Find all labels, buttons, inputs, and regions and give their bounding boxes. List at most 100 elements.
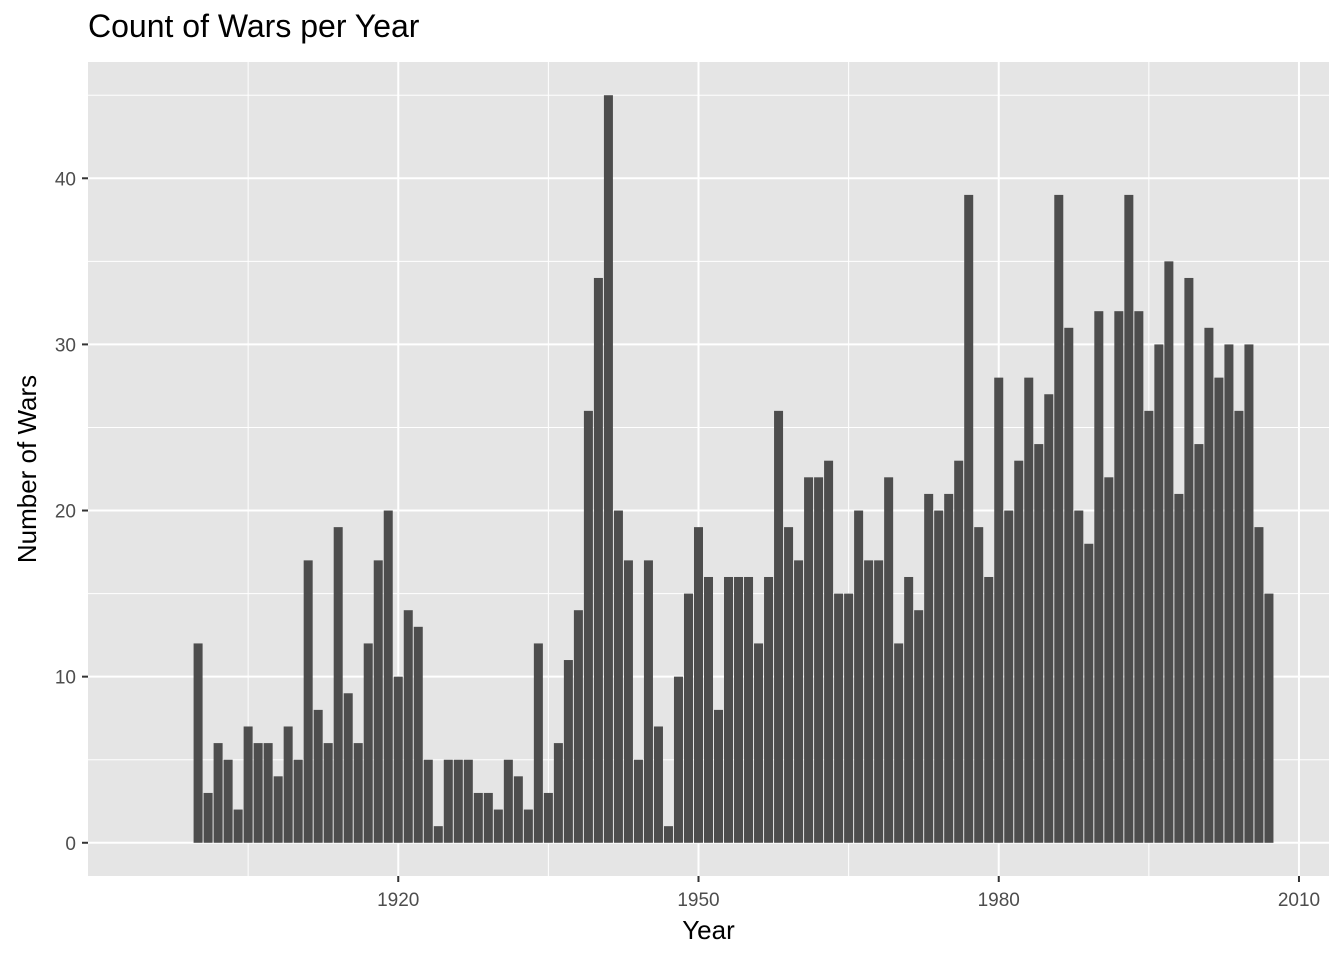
bar-1909 xyxy=(283,726,293,843)
bar-1972 xyxy=(914,610,924,843)
bar-1939 xyxy=(583,410,593,843)
bar-1952 xyxy=(714,709,724,843)
bar-1907 xyxy=(263,743,273,843)
bar-1989 xyxy=(1084,543,1094,843)
bar-1975 xyxy=(944,493,954,843)
bar-1941 xyxy=(603,95,613,843)
bar-1901 xyxy=(203,792,213,843)
bar-1988 xyxy=(1074,510,1084,843)
bar-1933 xyxy=(523,809,533,843)
bar-1937 xyxy=(563,660,573,843)
x-tick-label: 1920 xyxy=(377,890,419,911)
bar-1943 xyxy=(623,560,633,843)
y-tick-label: 10 xyxy=(55,668,76,689)
bar-1928 xyxy=(473,792,483,843)
bar-1926 xyxy=(453,759,463,843)
bar-1929 xyxy=(483,792,493,843)
bar-1981 xyxy=(1004,510,1014,843)
bar-1955 xyxy=(744,576,754,843)
bar-1976 xyxy=(954,460,964,843)
bar-1905 xyxy=(243,726,253,843)
bar-1969 xyxy=(884,477,894,843)
bar-1994 xyxy=(1134,311,1144,843)
bar-1949 xyxy=(683,593,693,843)
bar-1957 xyxy=(764,576,774,843)
y-axis-ticks: 0 10 20 30 40 xyxy=(55,169,88,855)
x-axis-ticks: 1920 1950 1980 2010 xyxy=(377,876,1320,911)
bar-1993 xyxy=(1124,194,1134,843)
bar-1915 xyxy=(343,693,353,843)
bar-1973 xyxy=(924,493,934,843)
bar-1998 xyxy=(1174,493,1184,843)
bar-1924 xyxy=(433,826,443,843)
bar-1979 xyxy=(984,576,994,843)
bar-1982 xyxy=(1014,460,1024,843)
bar-1956 xyxy=(754,643,764,843)
bar-2001 xyxy=(1204,327,1214,843)
bar-1917 xyxy=(363,643,373,843)
bar-1984 xyxy=(1034,444,1044,843)
bar-2007 xyxy=(1264,593,1274,843)
chart-title: Count of Wars per Year xyxy=(88,8,420,44)
bar-1930 xyxy=(493,809,503,843)
bar-1992 xyxy=(1114,311,1124,843)
bar-1967 xyxy=(864,560,874,843)
y-tick-label: 30 xyxy=(55,335,76,356)
bar-1938 xyxy=(573,610,583,843)
y-tick-label: 20 xyxy=(55,502,76,523)
bar-1977 xyxy=(964,194,974,843)
bar-1999 xyxy=(1184,277,1194,843)
bar-1978 xyxy=(974,527,984,843)
bar-1902 xyxy=(213,743,223,843)
bar-1922 xyxy=(413,626,423,843)
bar-1997 xyxy=(1164,261,1174,843)
bar-2006 xyxy=(1254,527,1264,843)
bar-1942 xyxy=(613,510,623,843)
x-tick-label: 1980 xyxy=(978,890,1020,911)
bar-1935 xyxy=(543,792,553,843)
bar-1948 xyxy=(673,676,683,843)
bar-1944 xyxy=(633,759,643,843)
bar-1983 xyxy=(1024,377,1034,843)
bar-1903 xyxy=(223,759,233,843)
bar-1932 xyxy=(513,776,523,843)
bar-1964 xyxy=(834,593,844,843)
bar-1954 xyxy=(734,576,744,843)
bars xyxy=(193,95,1274,843)
bar-1963 xyxy=(824,460,834,843)
bar-1980 xyxy=(994,377,1004,843)
bar-1961 xyxy=(804,477,814,843)
bar-1958 xyxy=(774,410,784,843)
bar-1950 xyxy=(693,527,703,843)
bar-1946 xyxy=(653,726,663,843)
x-tick-label: 1950 xyxy=(677,890,719,911)
bar-1921 xyxy=(403,610,413,843)
bar-1911 xyxy=(303,560,313,843)
y-axis-title: Number of Wars xyxy=(12,375,42,563)
bar-1920 xyxy=(393,676,403,843)
bar-1951 xyxy=(703,576,714,843)
bar-1968 xyxy=(874,560,884,843)
bar-1965 xyxy=(844,593,854,843)
bar-1947 xyxy=(663,826,673,843)
bar-1916 xyxy=(353,743,363,843)
bar-1934 xyxy=(533,643,543,843)
bar-1940 xyxy=(593,277,603,843)
bar-2004 xyxy=(1234,410,1244,843)
bar-1991 xyxy=(1104,477,1114,843)
bar-1910 xyxy=(293,759,303,843)
bar-1906 xyxy=(253,743,263,843)
bar-1960 xyxy=(794,560,804,843)
bar-1914 xyxy=(333,527,343,843)
bar-1990 xyxy=(1094,311,1104,843)
bar-1996 xyxy=(1154,344,1164,843)
bar-1913 xyxy=(323,743,333,843)
bar-1962 xyxy=(814,477,824,843)
bar-1971 xyxy=(904,576,914,843)
bar-1953 xyxy=(724,576,734,843)
bar-1927 xyxy=(463,759,473,843)
bar-2000 xyxy=(1194,444,1204,843)
bar-1931 xyxy=(503,759,513,843)
bar-1923 xyxy=(423,759,433,843)
